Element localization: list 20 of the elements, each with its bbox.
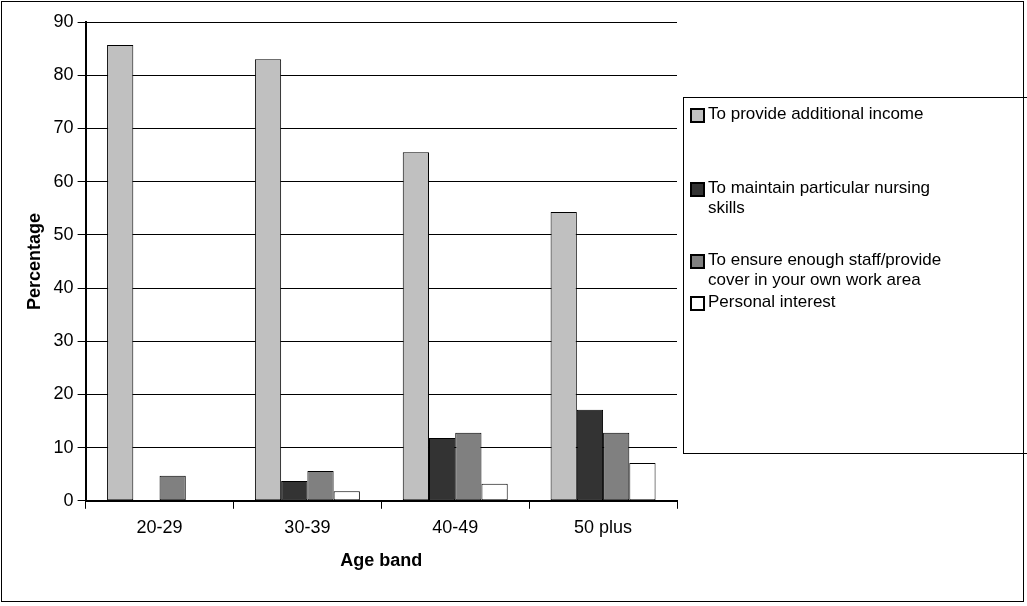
- y-tick-label: 30: [53, 330, 74, 351]
- y-tick-label: 90: [53, 10, 74, 31]
- y-tick-label: 40: [53, 276, 74, 297]
- y-tick-label: 10: [53, 436, 74, 457]
- y-tick-label: 20: [53, 383, 74, 404]
- x-axis-title: Age band: [340, 550, 423, 571]
- y-tick-label: 70: [53, 117, 74, 138]
- x-tick-label: 30-39: [284, 516, 331, 537]
- y-tick-label: 50: [53, 223, 74, 244]
- y-tick-label: 0: [63, 489, 74, 510]
- x-tick-label: 50 plus: [574, 516, 633, 537]
- legend-label: To maintain particular nursing skills: [708, 178, 932, 218]
- legend-label: To provide additional income: [708, 104, 924, 124]
- y-tick-label: 80: [53, 64, 74, 85]
- y-axis-title: Percentage: [23, 212, 44, 310]
- x-tick-label: 40-49: [432, 516, 479, 537]
- text: Personal interest: [708, 292, 836, 312]
- x-tick-label: 20-29: [136, 516, 183, 537]
- y-tick-label: 60: [53, 170, 74, 191]
- legend-label: To ensure enough staff/provide cover in your own work area: [708, 250, 943, 290]
